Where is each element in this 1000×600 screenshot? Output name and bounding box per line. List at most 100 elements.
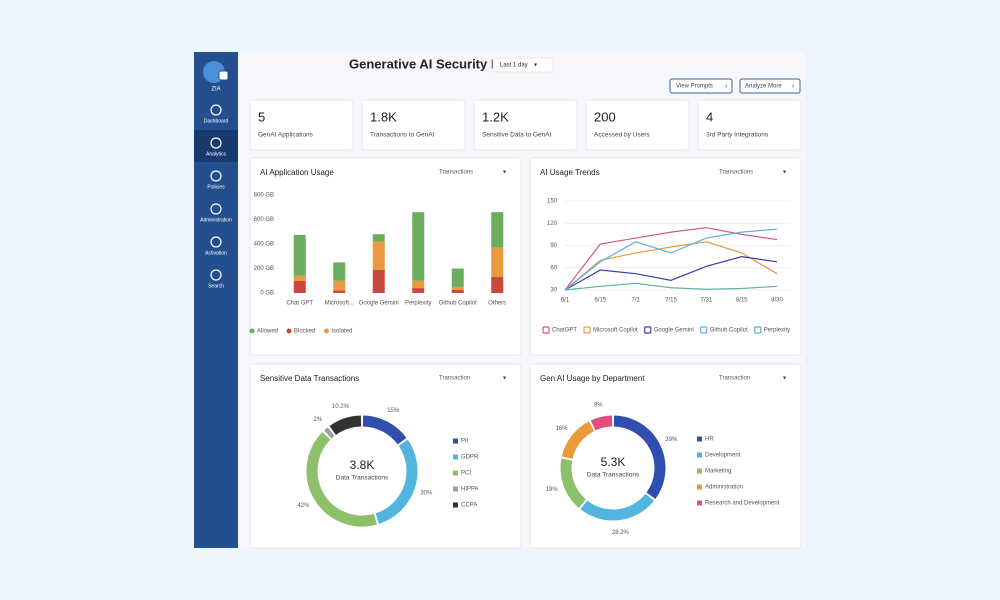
donut-segment bbox=[329, 415, 362, 436]
line bbox=[564, 228, 778, 291]
card bbox=[529, 363, 802, 549]
legend-swatch bbox=[542, 326, 550, 334]
center-label: Data Transactions bbox=[587, 472, 640, 479]
x-tick-label: Others bbox=[488, 301, 506, 307]
bar-segment bbox=[491, 277, 504, 293]
y-tick-label: 150 bbox=[547, 199, 558, 205]
legend-label: Research and Development bbox=[705, 501, 780, 507]
nav-label[interactable]: Search bbox=[208, 283, 224, 289]
kpi-label: GenAI Applications bbox=[258, 132, 314, 139]
legend-label: Google Gemini bbox=[654, 328, 694, 334]
nav-label[interactable]: Analytics bbox=[206, 151, 227, 157]
kpi-label: 3rd Party Integrations bbox=[706, 132, 769, 139]
nav-label[interactable]: Policies bbox=[207, 184, 225, 190]
kpi-value: 4 bbox=[706, 109, 713, 124]
kpi-card bbox=[585, 99, 690, 151]
nav-icon bbox=[210, 236, 222, 248]
y-tick-label: 120 bbox=[547, 221, 558, 227]
donut-segment bbox=[362, 415, 407, 445]
nav-label[interactable]: Administration bbox=[200, 217, 232, 223]
range-text: Last 1 day bbox=[500, 63, 528, 69]
legend-label: PII bbox=[461, 439, 469, 445]
x-tick-label: Google Gemini bbox=[359, 301, 399, 307]
legend-swatch bbox=[697, 468, 702, 474]
bar-segment bbox=[451, 286, 464, 290]
nav-label[interactable]: Activation bbox=[205, 250, 227, 256]
bar-segment bbox=[333, 290, 346, 293]
donut-segment bbox=[324, 427, 335, 439]
nav-icon bbox=[210, 269, 222, 281]
logo-text: ZIA bbox=[211, 87, 220, 93]
legend-swatch bbox=[453, 486, 458, 492]
legend-label: CCPA bbox=[461, 503, 477, 509]
legend-swatch bbox=[453, 502, 458, 508]
bar-segment bbox=[293, 280, 306, 293]
caret: ▾ bbox=[503, 376, 506, 382]
donut-segment bbox=[375, 439, 418, 524]
range-dropdown[interactable] bbox=[492, 57, 554, 73]
button[interactable] bbox=[739, 78, 801, 94]
legend-swatch bbox=[644, 326, 652, 334]
card-selector[interactable]: Transaction bbox=[439, 376, 470, 382]
legend-label: Marketing bbox=[705, 469, 731, 475]
card-title: Gen AI Usage by Department bbox=[540, 374, 645, 383]
nav-icon bbox=[210, 170, 222, 182]
y-tick-label: 30 bbox=[550, 288, 557, 294]
donut-segment bbox=[306, 432, 377, 527]
value-label: 19% bbox=[546, 487, 559, 493]
bar-segment bbox=[491, 212, 504, 248]
logo-badge bbox=[218, 70, 229, 81]
card-selector[interactable]: Transactions bbox=[719, 170, 753, 176]
nav-label[interactable]: Dashboard bbox=[204, 118, 229, 124]
x-tick-label: 7/31 bbox=[700, 298, 712, 304]
value-label: 28.2% bbox=[612, 530, 630, 536]
kpi-card bbox=[361, 99, 466, 151]
legend-label: Blocked bbox=[294, 329, 315, 335]
nav-active bbox=[194, 130, 238, 162]
bar-segment bbox=[451, 268, 464, 287]
y-tick-label: 90 bbox=[550, 243, 557, 249]
bar-segment bbox=[372, 269, 385, 293]
legend-label: HR bbox=[705, 437, 714, 443]
bar-segment bbox=[412, 280, 425, 289]
card-selector[interactable]: Transactions bbox=[439, 170, 473, 176]
line bbox=[564, 282, 778, 291]
kpi-value: 5 bbox=[258, 109, 265, 124]
button[interactable] bbox=[669, 78, 733, 94]
line bbox=[564, 241, 778, 291]
nav-icon bbox=[210, 104, 222, 116]
kpi-value: 1.8K bbox=[370, 109, 397, 124]
card-title: Sensitive Data Transactions bbox=[260, 374, 359, 383]
legend-label: Perplexity bbox=[764, 328, 790, 334]
legend-label: PCI bbox=[461, 471, 471, 477]
card bbox=[249, 157, 522, 356]
y-tick-label: 800 GB bbox=[254, 193, 274, 199]
legend-swatch bbox=[697, 452, 702, 458]
caret: ▾ bbox=[783, 170, 786, 176]
value-label: 30% bbox=[420, 491, 433, 497]
x-tick-label: 7/15 bbox=[665, 298, 677, 304]
legend-label: Isolated bbox=[331, 329, 352, 335]
x-tick-label: Chat GPT bbox=[286, 301, 313, 307]
x-tick-label: 7/1 bbox=[631, 298, 640, 304]
legend-swatch bbox=[697, 436, 702, 442]
kpi-value: 200 bbox=[594, 109, 616, 124]
button-text: Analyze More bbox=[745, 84, 782, 90]
legend-swatch bbox=[323, 328, 329, 334]
card-title: AI Usage Trends bbox=[540, 168, 600, 177]
chevron: › bbox=[725, 83, 728, 90]
y-tick-label: 400 GB bbox=[254, 242, 274, 248]
x-tick-label: 6/15 bbox=[594, 298, 606, 304]
card-selector[interactable]: Transaction bbox=[719, 376, 750, 382]
donut-segment bbox=[590, 415, 613, 431]
value-label: 42% bbox=[297, 503, 310, 509]
button-text: View Prompts bbox=[676, 84, 713, 90]
kpi-card bbox=[697, 99, 802, 151]
donut-segment bbox=[561, 421, 595, 460]
donut-segment bbox=[560, 458, 587, 508]
legend-swatch bbox=[453, 438, 458, 444]
legend-label: ChatGPT bbox=[552, 328, 577, 334]
sidebar bbox=[194, 52, 238, 548]
